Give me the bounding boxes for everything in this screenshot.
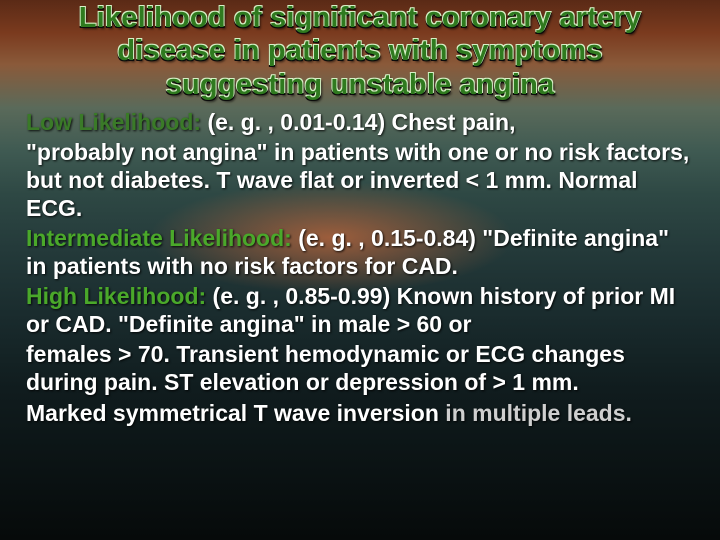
high-likelihood-label: High Likelihood:: [26, 283, 206, 309]
low-likelihood-rest: "probably not angina" in patients with o…: [26, 138, 694, 222]
high-likelihood-tail2: Marked symmetrical T wave inversion in m…: [26, 399, 694, 427]
tail2-part-b: in multiple leads.: [439, 400, 632, 426]
low-likelihood-line1: Chest pain,: [385, 109, 515, 135]
tail2-part-a: Marked symmetrical T wave inversion: [26, 400, 439, 426]
intermediate-likelihood-range: (e. g. , 0.15-0.84): [298, 225, 476, 251]
high-likelihood-block: High Likelihood: (e. g. , 0.85-0.99) Kno…: [26, 282, 694, 338]
low-likelihood-range: (e. g. , 0.01-0.14): [207, 109, 385, 135]
slide-body: Low Likelihood: (e. g. , 0.01-0.14) Ches…: [0, 108, 720, 447]
intermediate-likelihood-block: Intermediate Likelihood: (e. g. , 0.15-0…: [26, 224, 694, 280]
slide: Likelihood of significant coronary arter…: [0, 0, 720, 540]
high-likelihood-tail1: females > 70. Transient hemodynamic or E…: [26, 340, 694, 396]
slide-title: Likelihood of significant coronary arter…: [0, 0, 720, 108]
intermediate-likelihood-label: Intermediate Likelihood:: [26, 225, 292, 251]
high-likelihood-range: (e. g. , 0.85-0.99): [213, 283, 391, 309]
low-likelihood-block: Low Likelihood: (e. g. , 0.01-0.14) Ches…: [26, 108, 694, 136]
low-likelihood-label: Low Likelihood:: [26, 109, 201, 135]
